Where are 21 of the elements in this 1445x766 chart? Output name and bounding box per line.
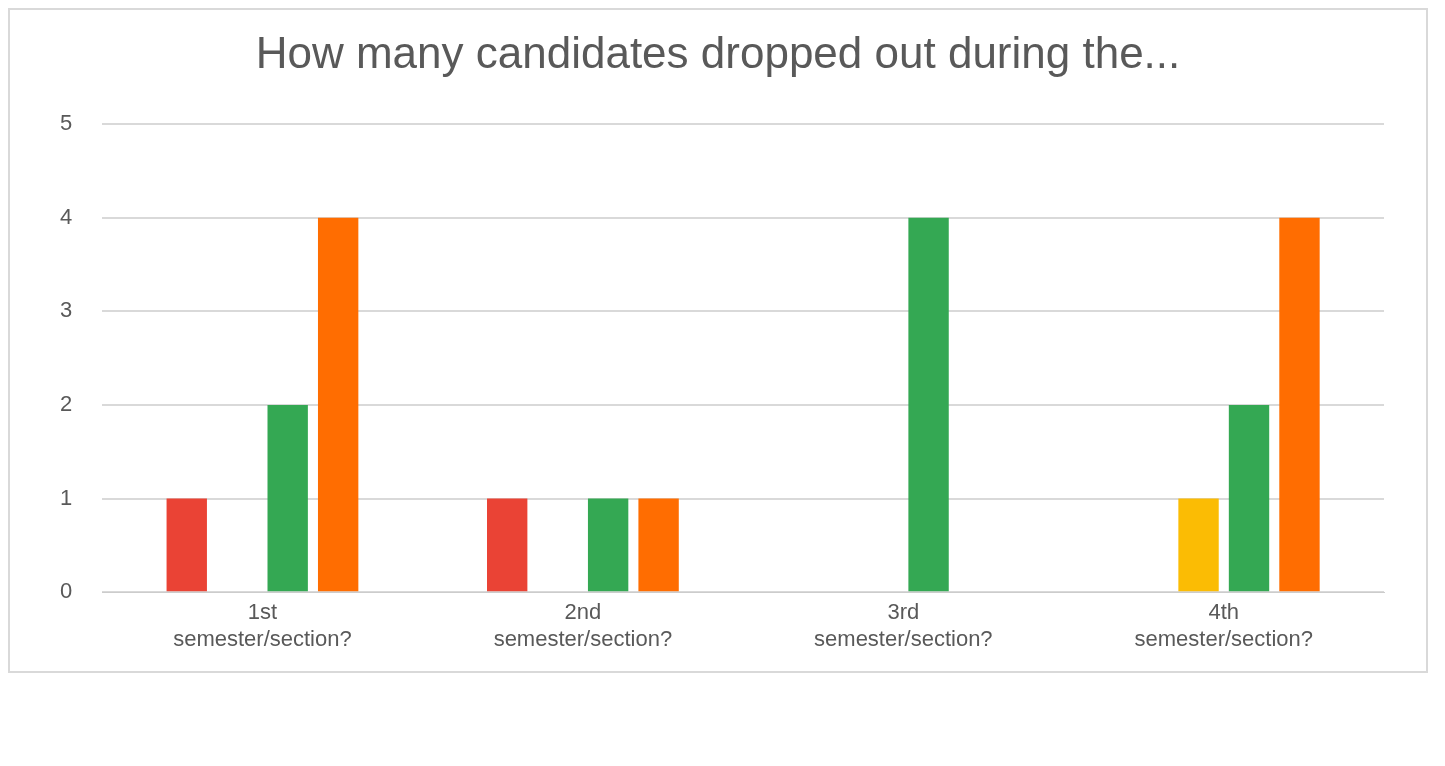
x-tick-label: 2nd semester/section? xyxy=(493,599,673,652)
bar xyxy=(1279,217,1320,592)
x-tick-label: 1st semester/section? xyxy=(173,599,352,652)
y-tick-label: 1 xyxy=(59,484,73,510)
bar xyxy=(638,498,679,592)
bar xyxy=(166,498,207,592)
bar xyxy=(267,405,308,592)
y-tick-label: 3 xyxy=(59,297,73,323)
bar xyxy=(317,217,359,592)
x-tick-label: 3rd semester/section? xyxy=(814,599,993,652)
x-tick-label: 4th semester/section? xyxy=(1134,599,1314,652)
y-tick-label: 5 xyxy=(59,110,73,136)
chart-title: How many candidates dropped out during the... xyxy=(254,27,1182,79)
bar xyxy=(908,217,949,592)
bar xyxy=(1228,405,1270,592)
y-tick-label: 2 xyxy=(59,391,73,417)
bar xyxy=(587,498,629,592)
bar xyxy=(1178,498,1219,592)
bar xyxy=(487,498,528,592)
y-tick-label: 0 xyxy=(59,578,73,604)
y-tick-label: 4 xyxy=(59,204,73,230)
